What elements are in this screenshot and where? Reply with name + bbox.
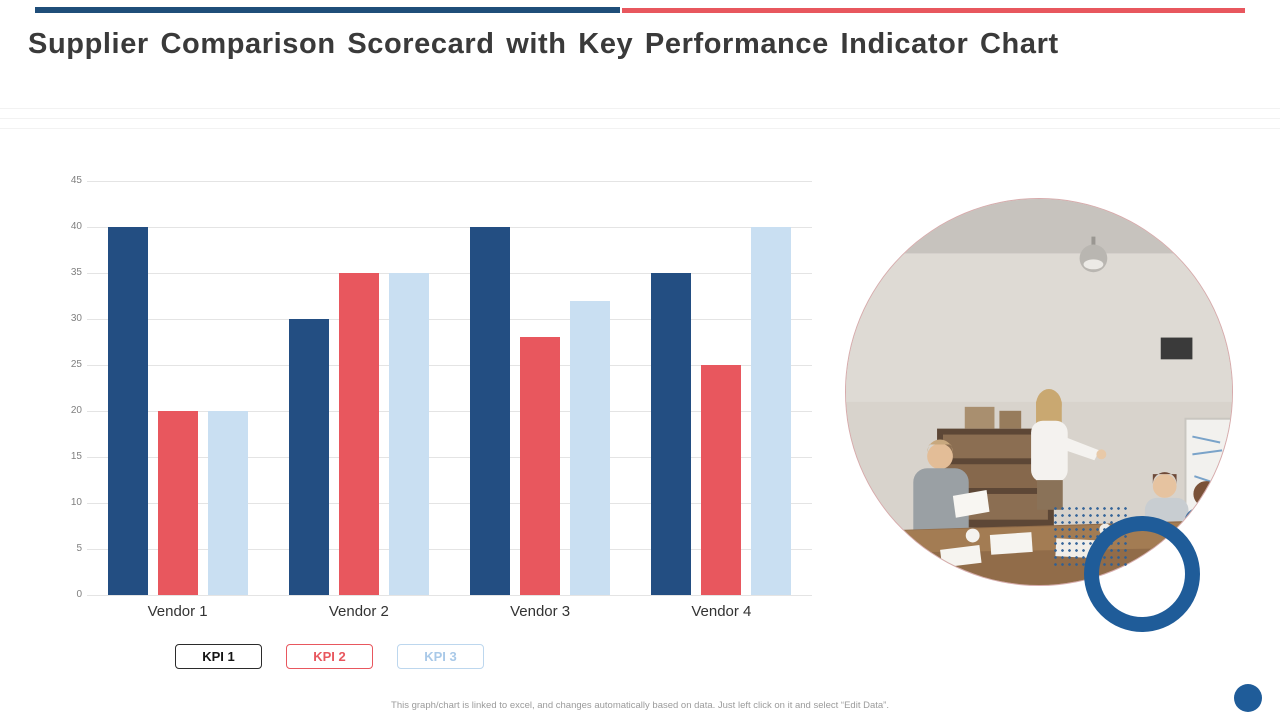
bar-kpi-1-vendor-4[interactable] [651,273,692,595]
y-tick-label: 35 [70,267,82,278]
gridline [87,549,812,550]
gridline [87,319,812,320]
bar-kpi-1-vendor-2[interactable] [288,319,329,595]
legend-button-kpi-3[interactable]: KPI 3 [397,644,484,669]
gridline [87,227,812,228]
divider-line [0,128,1280,129]
legend-button-kpi-2[interactable]: KPI 2 [286,644,373,669]
footer-note: This graph/chart is linked to excel, and… [391,700,889,711]
y-tick-label: 10 [70,497,82,508]
gridline [87,457,812,458]
bar-kpi-2-vendor-3[interactable] [520,337,561,595]
corner-dot-decoration [1234,684,1262,712]
bar-kpi-3-vendor-4[interactable] [751,227,792,595]
bar-kpi-3-vendor-1[interactable] [207,411,248,595]
donut-ring-decoration [1084,516,1200,632]
divider-line [0,118,1280,119]
bar-kpi-2-vendor-1[interactable] [157,411,198,595]
gridline [87,365,812,366]
x-axis-label: Vendor 3 [510,603,571,620]
bar-kpi-1-vendor-1[interactable] [107,227,148,595]
top-accent-bar-blue [35,7,620,13]
y-tick-label: 45 [70,175,82,186]
bar-plot [87,181,812,595]
bar-kpi-1-vendor-3[interactable] [470,227,511,595]
x-axis-label: Vendor 1 [147,603,208,620]
bar-group [470,181,611,595]
legend-button-kpi-1[interactable]: KPI 1 [175,644,262,669]
bar-kpi-3-vendor-3[interactable] [570,300,611,595]
y-axis: 0 5 10 15 20 25 30 35 40 45 [60,175,82,600]
gridline [87,181,812,182]
y-tick-label: 40 [70,221,82,232]
gridline [87,503,812,504]
divider-line [0,108,1280,109]
y-tick-label: 0 [76,589,82,600]
legend: KPI 1 KPI 2 KPI 3 [175,644,484,669]
y-tick-label: 15 [70,451,82,462]
plot-area [87,181,812,596]
y-tick-label: 25 [70,359,82,370]
bar-kpi-2-vendor-4[interactable] [701,365,742,595]
kpi-bar-chart[interactable]: 0 5 10 15 20 25 30 35 40 45 Vendor 1 Vendor 2 Vendo… [60,175,812,651]
bar-group [288,181,429,595]
gridline [87,595,812,596]
top-accent-bar-red [622,8,1245,13]
gridline [87,411,812,412]
gridlines [87,181,812,596]
y-tick-label: 5 [76,543,82,554]
y-tick-label: 30 [70,313,82,324]
x-axis-label: Vendor 2 [328,603,389,620]
x-axis-label: Vendor 4 [691,603,752,620]
bar-kpi-3-vendor-2[interactable] [388,273,429,595]
y-tick-label: 20 [70,405,82,416]
gridline [87,273,812,274]
page-title: Supplier Comparison Scorecard with Key P… [28,28,1059,60]
bar-kpi-2-vendor-2[interactable] [338,273,379,595]
x-axis-labels: Vendor 1 Vendor 2 Vendor 3 Vendor 4 [87,603,812,620]
bar-group [107,181,248,595]
bar-group [651,181,792,595]
